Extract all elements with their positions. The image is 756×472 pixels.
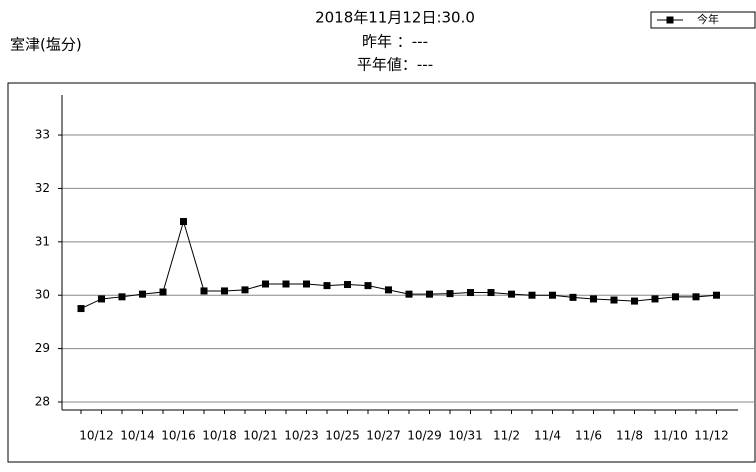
chart-title: 2018年11月12日:30.0 — [315, 9, 475, 27]
data-point — [610, 296, 618, 304]
x-tick-label: 10/21 — [243, 429, 278, 443]
data-point — [692, 293, 700, 301]
x-tick-label: 11/12 — [694, 429, 729, 443]
data-point — [98, 295, 105, 303]
data-point — [405, 290, 413, 298]
x-tick-label: 11/10 — [653, 429, 688, 443]
data-point — [282, 280, 290, 288]
data-point — [508, 290, 515, 298]
data-point — [344, 281, 351, 289]
data-point — [180, 218, 187, 226]
station-label: 室津(塩分) — [10, 36, 82, 54]
x-tick-label: 10/16 — [161, 429, 196, 443]
data-point — [364, 282, 372, 290]
chart-frame — [7, 82, 756, 463]
y-tick-label: 31 — [35, 234, 50, 248]
y-tick-label: 30 — [35, 288, 50, 302]
data-point — [713, 291, 720, 299]
x-tick-label: 10/31 — [448, 429, 483, 443]
x-tick-label: 10/25 — [325, 429, 360, 443]
data-point — [241, 286, 249, 294]
y-tick-label: 28 — [35, 394, 50, 408]
x-tick-label: 10/27 — [366, 429, 401, 443]
y-tick-label: 32 — [35, 181, 50, 195]
data-point — [323, 282, 331, 290]
x-tick-label: 11/4 — [534, 429, 561, 443]
x-tick-label: 10/12 — [79, 429, 114, 443]
subtitle: 昨年 ：--- — [362, 33, 428, 51]
data-point — [631, 297, 638, 305]
data-point — [221, 287, 228, 295]
data-point — [569, 293, 577, 301]
data-point — [118, 293, 126, 301]
data-point — [303, 280, 310, 288]
data-point — [549, 291, 556, 299]
data-point — [385, 286, 392, 294]
data-point — [672, 293, 679, 301]
data-point — [467, 289, 474, 297]
data-point — [426, 290, 433, 298]
x-tick-label: 10/14 — [120, 429, 155, 443]
x-tick-label: 11/8 — [616, 429, 643, 443]
data-point — [262, 280, 269, 288]
data-point — [487, 289, 495, 297]
data-point — [77, 305, 85, 313]
legend-label: 今年 — [697, 12, 719, 26]
x-tick-label: 10/29 — [407, 429, 442, 443]
y-tick-label: 29 — [35, 341, 50, 355]
x-tick-label: 10/23 — [284, 429, 319, 443]
x-tick-label: 10/18 — [202, 429, 237, 443]
data-point — [446, 290, 454, 298]
data-point — [200, 287, 208, 295]
legend-marker — [666, 16, 674, 24]
data-point — [528, 291, 536, 299]
subtitle: 平年値：--- — [357, 56, 433, 74]
data-point — [139, 290, 146, 298]
y-tick-label: 33 — [35, 128, 50, 142]
legend-box — [650, 11, 756, 29]
data-point — [159, 288, 167, 296]
data-point — [651, 295, 659, 303]
x-tick-label: 11/2 — [493, 429, 520, 443]
x-tick-label: 11/6 — [575, 429, 602, 443]
data-point — [590, 295, 597, 303]
